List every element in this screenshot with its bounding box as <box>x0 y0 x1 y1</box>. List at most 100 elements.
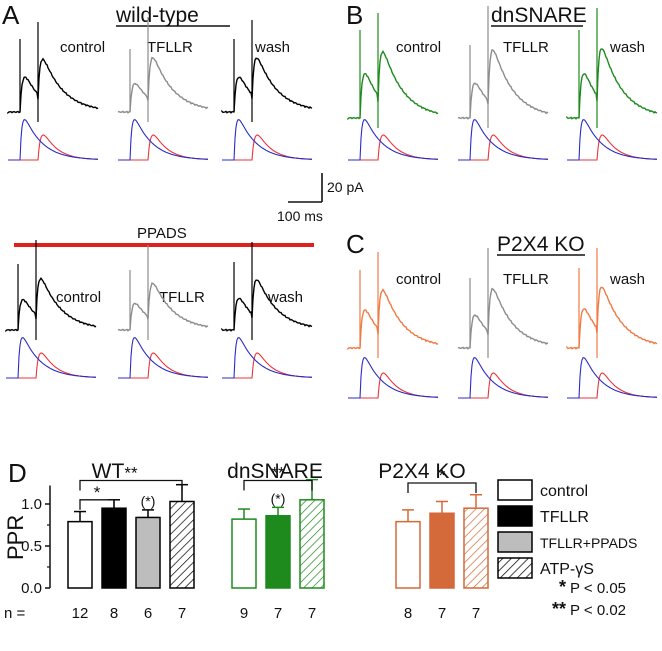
trace-b-0-fit-first <box>348 119 438 161</box>
y-tick-label: 0.5 <box>21 538 42 555</box>
legend-swatch-control <box>497 479 533 501</box>
trace-a2-0 <box>5 276 97 333</box>
scalebar-x-label: 100 ms <box>277 208 323 224</box>
bar-ATP-γS <box>299 499 325 589</box>
legend-label: TFLLR+PPADS <box>540 535 637 551</box>
trace-b-2 <box>566 48 658 120</box>
bar-control <box>67 520 93 589</box>
trace-c-0-fit-first <box>348 357 438 399</box>
trace-a-2-fit-first <box>222 119 312 161</box>
n-label: 7 <box>438 605 446 622</box>
bar-TFLLR <box>429 512 455 589</box>
panel-b-letter: B <box>346 0 363 30</box>
legend-label: TFLLR <box>540 509 589 526</box>
significance-bracket <box>79 479 183 491</box>
y-tick-label: 0.0 <box>21 580 42 597</box>
n-label: 7 <box>178 605 186 622</box>
panel-d-letter: D <box>8 458 27 488</box>
trace-b-1 <box>457 49 549 120</box>
ppads-label: PPADS <box>137 225 187 242</box>
panel-c-letter: C <box>346 229 365 259</box>
n-label: 8 <box>404 605 412 622</box>
trace-c-1 <box>457 287 549 350</box>
a-label-tfllr: TFLLR <box>147 39 193 56</box>
trace-b-1-fit-first <box>458 119 548 161</box>
group-title: P2X4 KO <box>378 460 466 483</box>
bar-mark: (*) <box>141 493 156 509</box>
trace-a-1 <box>117 56 209 114</box>
bar-TFLLR+PPADS <box>135 516 161 589</box>
a2-label-control: control <box>56 289 101 306</box>
significance-bracket <box>407 482 477 493</box>
bar-TFLLR <box>101 507 127 589</box>
n-label: 9 <box>240 605 248 622</box>
panel-a-title: wild-type <box>115 4 199 27</box>
trace-a-1-fit-first <box>118 119 208 161</box>
bar-control <box>395 520 421 589</box>
trace-a2-1-fit-first <box>118 337 208 379</box>
n-label: 7 <box>274 605 282 622</box>
a2-label-wash: wash <box>267 289 303 306</box>
trace-b-0 <box>347 49 439 121</box>
trace-a2-1 <box>117 282 209 332</box>
n-prefix: n = <box>4 605 26 622</box>
n-label: 7 <box>308 605 316 622</box>
significance-stars: ** <box>271 463 285 482</box>
c-label-tfllr: TFLLR <box>503 271 549 288</box>
bar-ATP-γS <box>463 507 489 589</box>
b-label-wash: wash <box>609 39 645 56</box>
panel-a-letter: A <box>2 0 20 30</box>
significance-stars: ** <box>124 463 138 482</box>
legend-swatch-TFLLR <box>497 505 533 527</box>
bar-TFLLR <box>265 515 291 589</box>
trace-c-2-fit-first <box>567 357 657 399</box>
significance-legend-stars: ** <box>552 599 566 619</box>
significance-stars: * <box>94 483 101 502</box>
ppads-bar <box>14 243 314 247</box>
a2-label-tfllr: TFLLR <box>159 289 205 306</box>
trace-a2-0-fit-first <box>6 337 96 379</box>
trace-c-1-fit-first <box>458 357 548 399</box>
a-label-control: control <box>60 39 105 56</box>
significance-legend-stars: * <box>559 577 566 597</box>
significance-legend-text: P < 0.05 <box>570 580 626 597</box>
significance-legend-text: P < 0.02 <box>570 602 626 619</box>
trace-a2-2-fit-first <box>222 337 312 379</box>
legend-label: ATP-γS <box>540 561 594 578</box>
y-tick-label: 1.0 <box>21 496 42 513</box>
y-axis-label: PPR <box>3 515 28 560</box>
trace-a-0-fit-first <box>8 119 98 161</box>
n-label: 6 <box>144 605 152 622</box>
c-label-wash: wash <box>609 271 645 288</box>
significance-bracket <box>79 499 115 510</box>
b-label-tfllr: TFLLR <box>503 39 549 56</box>
panel-c-title: P2X4 KO <box>497 233 585 256</box>
trace-b-2-fit-first <box>567 119 657 161</box>
b-label-control: control <box>396 39 441 56</box>
trace-layer <box>5 6 658 399</box>
significance-bracket <box>243 479 313 491</box>
trace-c-0 <box>347 288 439 351</box>
c-label-control: control <box>396 271 441 288</box>
trace-a-2 <box>221 57 313 114</box>
n-label: 12 <box>72 605 89 622</box>
trace-a2-2 <box>221 279 313 332</box>
bar-control <box>231 518 257 589</box>
group-title: WT <box>92 460 125 483</box>
bar-mark: (*) <box>271 490 286 506</box>
bar-ATP-γS <box>169 500 195 589</box>
trace-c-2 <box>566 286 658 350</box>
significance-stars: * <box>439 466 446 485</box>
scalebar-y-label: 20 pA <box>327 179 364 195</box>
legend-swatch-TFLLR+PPADS <box>497 531 533 553</box>
n-label: 8 <box>110 605 118 622</box>
a-label-wash: wash <box>254 39 290 56</box>
trace-a-0 <box>7 57 99 115</box>
legend-label: control <box>540 483 588 500</box>
panel-b-title: dnSNARE <box>491 4 587 27</box>
n-label: 7 <box>472 605 480 622</box>
group-title: dnSNARE <box>227 460 323 483</box>
legend-swatch-ATP-γS <box>497 557 533 579</box>
